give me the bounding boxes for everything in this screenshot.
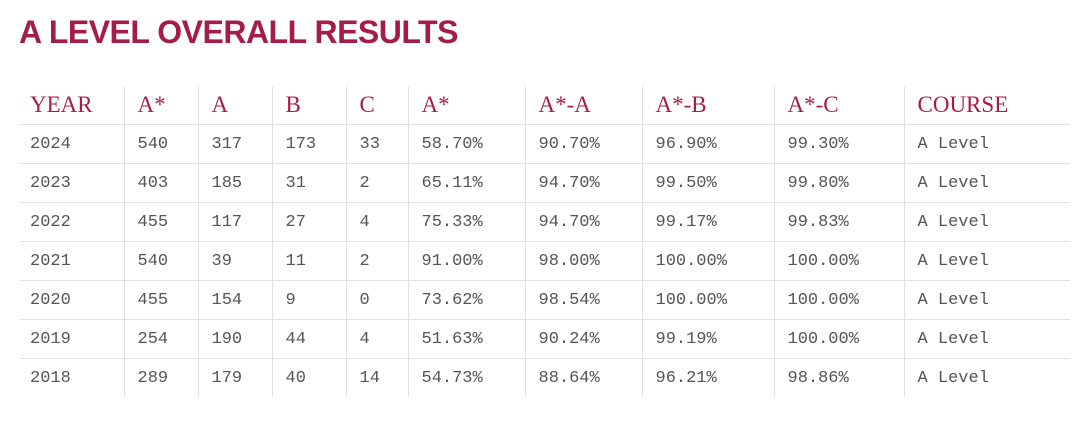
cell-a-star-count: 540 <box>123 124 198 164</box>
table-row: 2018 289 179 40 14 54.73% 88.64% 96.21% 98.86% A … <box>20 358 1070 397</box>
table-row: 2019 254 190 44 4 51.63% 90.24% 99.19% 100.00% A … <box>20 319 1070 359</box>
cell-a-star-to-b: 100.00% <box>641 241 774 281</box>
cell-a-star-percent: 54.73% <box>407 358 525 397</box>
cell-c-count: 4 <box>345 319 408 359</box>
column-header-a-star-to-c: A*-C <box>773 86 904 125</box>
cell-b-count: 9 <box>271 280 346 320</box>
cell-a-star-to-c: 99.30% <box>773 124 904 164</box>
cell-a-count: 39 <box>197 241 272 281</box>
results-table: YEAR A* A B C A* A*-A A*-B A*-C COURSE 2… <box>20 86 1070 397</box>
cell-a-star-count: 289 <box>123 358 198 397</box>
cell-c-count: 4 <box>345 202 408 242</box>
cell-a-star-to-a: 94.70% <box>524 163 642 203</box>
cell-a-star-to-a: 88.64% <box>524 358 642 397</box>
cell-a-star-to-a: 90.24% <box>524 319 642 359</box>
cell-b-count: 31 <box>271 163 346 203</box>
cell-b-count: 27 <box>271 202 346 242</box>
cell-a-star-count: 540 <box>123 241 198 281</box>
cell-a-star-to-a: 90.70% <box>524 124 642 164</box>
cell-course: A Level <box>903 241 1070 281</box>
cell-a-star-to-a: 94.70% <box>524 202 642 242</box>
cell-b-count: 40 <box>271 358 346 397</box>
cell-b-count: 44 <box>271 319 346 359</box>
table-row: 2022 455 117 27 4 75.33% 94.70% 99.17% 99.83% A L… <box>20 202 1070 242</box>
cell-year: 2018 <box>30 368 71 388</box>
cell-a-star-to-c: 98.86% <box>773 358 904 397</box>
cell-year: 2024 <box>20 124 124 164</box>
column-header-a-star-to-b: A*-B <box>641 86 774 125</box>
cell-a-star-percent: 58.70% <box>407 124 525 164</box>
cell-a-star-to-b: 100.00% <box>641 280 774 320</box>
cell-a-count: 154 <box>197 280 272 320</box>
cell-b-count: 173 <box>271 124 346 164</box>
cell-a-count: 179 <box>197 358 272 397</box>
cell-a-star-percent: 91.00% <box>407 241 525 281</box>
cell-a-count: 117 <box>197 202 272 242</box>
cell-year: 2020 <box>20 280 124 320</box>
cell-c-count: 0 <box>345 280 408 320</box>
cell-c-count: 33 <box>345 124 408 164</box>
cell-a-star-count: 254 <box>123 319 198 359</box>
cell-a-star-to-c: 99.83% <box>773 202 904 242</box>
column-header-course: COURSE <box>903 86 1070 125</box>
cell-c-count: 2 <box>345 241 408 281</box>
cell-year: 2019 <box>20 319 124 359</box>
cell-a-star-to-b: 99.19% <box>641 319 774 359</box>
table-row: 2020 455 154 9 0 73.62% 98.54% 100.00% 100.00% A … <box>20 280 1070 320</box>
column-header-a-star-percent: A* <box>407 86 525 125</box>
cell-c-count: 14 <box>345 358 408 397</box>
cell-a-count: 190 <box>197 319 272 359</box>
cell-course: A Level <box>903 202 1070 242</box>
table-row: 2024 540 317 173 33 58.70% 90.70% 96.90% 99.30% A… <box>20 124 1070 164</box>
cell-b-count: 11 <box>271 241 346 281</box>
column-header-a-star-to-a: A*-A <box>524 86 642 125</box>
cell-a-star-percent: 65.11% <box>407 163 525 203</box>
cell-a-count: 317 <box>197 124 272 164</box>
cell-a-star-count: 455 <box>123 202 198 242</box>
column-header-a-count: A <box>197 86 272 125</box>
cell-a-star-to-c: 99.80% <box>773 163 904 203</box>
cell-a-star-to-c: 100.00% <box>773 319 904 359</box>
cell-a-star-to-a: 98.00% <box>524 241 642 281</box>
cell-a-star-to-c: 100.00% <box>773 241 904 281</box>
cell-a-star-to-a: 98.54% <box>524 280 642 320</box>
cell-c-count: 2 <box>345 163 408 203</box>
column-header-b-count: B <box>271 86 346 125</box>
cell-course: A Level <box>903 163 1070 203</box>
cell-a-star-to-b: 96.21% <box>641 358 774 397</box>
cell-a-star-to-b: 99.17% <box>641 202 774 242</box>
results-table-body: 2024 540 317 173 33 58.70% 90.70% 96.90% 99.30% A… <box>20 124 1070 397</box>
column-header-c-count: C <box>345 86 408 125</box>
cell-year: 2022 <box>20 202 124 242</box>
table-header-row: YEAR A* A B C A* A*-A A*-B A*-C COURSE <box>20 86 1070 125</box>
page-title: A LEVEL OVERALL RESULTS <box>19 14 458 50</box>
cell-a-star-to-b: 99.50% <box>641 163 774 203</box>
cell-a-star-to-c: 100.00% <box>773 280 904 320</box>
cell-year: 2023 <box>20 163 124 203</box>
cell-a-star-count: 455 <box>123 280 198 320</box>
cell-a-star-percent: 51.63% <box>407 319 525 359</box>
table-row: 2021 540 39 11 2 91.00% 98.00% 100.00% 100.00% A … <box>20 241 1070 281</box>
cell-course: A Level <box>903 280 1070 320</box>
column-header-a-star-count: A* <box>123 86 198 125</box>
cell-a-star-percent: 75.33% <box>407 202 525 242</box>
cell-a-count: 185 <box>197 163 272 203</box>
cell-course: A Level <box>903 358 1070 397</box>
table-row: 2023 403 185 31 2 65.11% 94.70% 99.50% 99.80% A L… <box>20 163 1070 203</box>
cell-a-star-to-b: 96.90% <box>641 124 774 164</box>
cell-course: A Level <box>903 124 1070 164</box>
column-header-year: YEAR <box>20 86 124 125</box>
cell-a-star-count: 403 <box>123 163 198 203</box>
cell-a-star-percent: 73.62% <box>407 280 525 320</box>
cell-course: A Level <box>903 319 1070 359</box>
cell-year: 2021 <box>20 241 124 281</box>
